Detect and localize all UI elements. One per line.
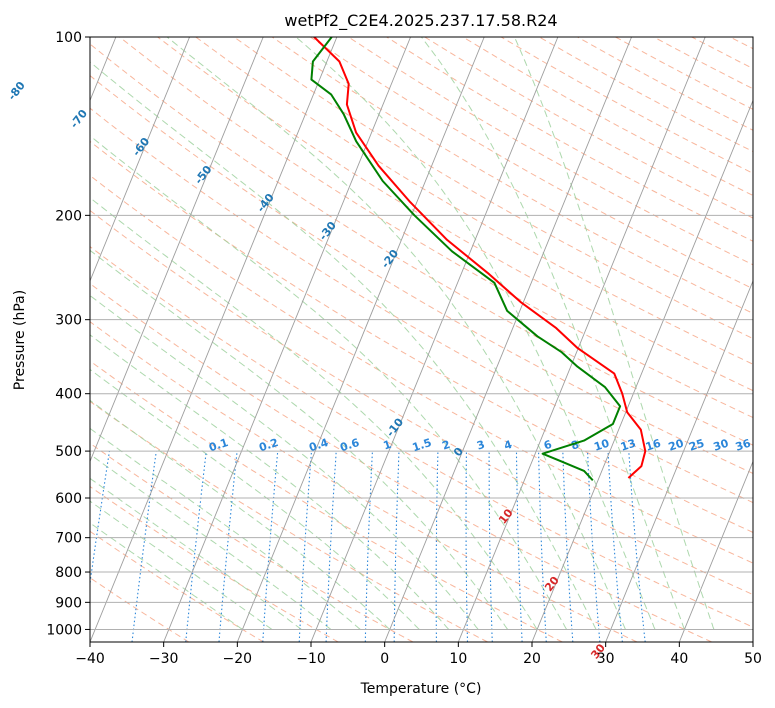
x-tick-label: 40: [670, 651, 688, 667]
y-tick-label: 100: [55, 30, 82, 46]
y-tick-label: 700: [55, 531, 82, 547]
mixing-ratio-label: 3: [475, 438, 486, 453]
moist-adiabat: [90, 249, 509, 630]
moist-adiabat: [90, 61, 597, 630]
mixing-ratio-line: [90, 451, 110, 587]
isotherm-line: [531, 99, 753, 642]
mixing-ratio-line: [628, 451, 646, 642]
mixing-ratio-label: 1.5: [411, 436, 434, 454]
isotherm-line: [605, 279, 753, 642]
mixing-ratio-label: 8: [569, 438, 580, 453]
moist-adiabat: [90, 399, 391, 630]
isotherm-line: [457, 37, 706, 642]
mixing-ratio-label: 16: [644, 437, 663, 454]
mixing-ratio-label: 0.4: [307, 436, 330, 454]
moist-adiabat: [90, 477, 302, 630]
mixing-ratio-line: [218, 451, 238, 642]
x-tick-label: 10: [449, 651, 467, 667]
dry-adiabat: [90, 209, 753, 596]
dry-adiabat: [157, 37, 753, 392]
moist-adiabat: [295, 37, 656, 630]
dry-adiabat: [90, 530, 264, 642]
moist-adiabat: [90, 294, 479, 630]
mixing-ratio-label: 30: [712, 437, 731, 454]
isotherm-line: [90, 37, 338, 642]
y-axis-label: Pressure (hPa): [12, 290, 28, 390]
x-axis-ticks: −40 −30 −20 −10 0 10 20 30 40 50: [75, 642, 762, 667]
dry-adiabat: [90, 107, 753, 504]
mixing-ratio-label: 0.1: [207, 436, 230, 454]
plot-frame: [89, 36, 754, 643]
dry-adiabat: [90, 321, 638, 642]
moist-adiabat: [90, 334, 450, 630]
moist-adiabat: [514, 37, 715, 630]
y-tick-label: 300: [55, 313, 82, 329]
mixing-ratio-label: 10: [592, 437, 611, 454]
mixing-ratio-label: 2: [441, 438, 452, 453]
dry-adiabat: [90, 400, 488, 642]
y-tick-label: 800: [55, 565, 82, 581]
moist-adiabat: [421, 37, 685, 630]
y-tick-label: 200: [55, 208, 82, 224]
moist-adiabat: [90, 453, 332, 630]
y-tick-label: 900: [55, 595, 82, 611]
y-tick-label: 600: [55, 491, 82, 507]
x-tick-label: 0: [380, 651, 389, 667]
x-tick-label: −40: [75, 651, 105, 667]
mixing-ratio-labels: 0.1 0.2 0.4 0.6 1 1.5 2 3 4 6 8 10 13 16 20 25 30 36: [207, 436, 752, 455]
dry-adiabat: [90, 485, 339, 642]
y-tick-label: 400: [55, 387, 82, 403]
dry-adiabat: [90, 245, 753, 628]
x-tick-label: 50: [744, 651, 762, 667]
mixing-ratio-label: 4: [502, 438, 514, 453]
isotherm-line: [678, 460, 753, 642]
dry-adiabat: [195, 37, 753, 365]
mixing-ratio-line: [185, 451, 207, 642]
mixing-ratio-label: 25: [687, 437, 706, 454]
mixing-ratio-label: 36: [734, 437, 753, 454]
mixing-ratio-line: [607, 451, 623, 642]
dry-adiabat: [90, 174, 753, 564]
mixing-ratio-label: 13: [619, 437, 638, 454]
mixing-ratio-label: 6: [542, 438, 554, 453]
moist-adiabat: [166, 37, 626, 630]
isotherm-line: [310, 37, 559, 642]
isotherm-line: [384, 37, 632, 642]
y-axis-ticks: 1000 900 800 700 600 500 400 300 200 100: [46, 30, 90, 638]
mixing-ratio-label: 0.2: [257, 436, 280, 454]
mixing-ratio-line: [262, 451, 279, 642]
dry-adiabat: [90, 75, 753, 475]
background-lines: [90, 37, 753, 642]
x-tick-label: −30: [149, 651, 179, 667]
moist-adiabat: [90, 368, 420, 630]
isotherm-line: [90, 37, 190, 283]
dry-adiabat: [90, 360, 563, 642]
moist-adiabat: [90, 135, 568, 630]
profile-series: [310, 37, 647, 481]
mixing-ratio-label: 20: [667, 437, 686, 454]
y-tick-label: 500: [55, 444, 82, 460]
dry-adiabat: [310, 37, 753, 290]
x-tick-label: 20: [523, 651, 541, 667]
dry-adiabat: [90, 282, 712, 642]
mixing-ratio-label: 1: [382, 438, 393, 453]
x-tick-label: −10: [296, 651, 326, 667]
y-tick-label: 1000: [46, 622, 82, 638]
mixing-ratio-label: 0.6: [338, 436, 361, 454]
dry-adiabat: [271, 37, 753, 314]
dewpoint-line: [310, 37, 622, 481]
moist-adiabat: [90, 500, 273, 630]
isotherm-line: [163, 37, 411, 642]
x-tick-label: −20: [223, 651, 253, 667]
isotherm-line: [90, 37, 264, 463]
chart-title: wetPf2_C2E4.2025.237.17.58.R24: [284, 11, 557, 31]
isotherm-line: [236, 37, 485, 642]
moist-adiabat: [90, 427, 361, 630]
x-tick-label: 30: [597, 651, 615, 667]
x-axis-label: Temperature (°C): [360, 681, 482, 697]
moist-adiabat: [90, 197, 538, 630]
temperature-line: [313, 37, 647, 479]
